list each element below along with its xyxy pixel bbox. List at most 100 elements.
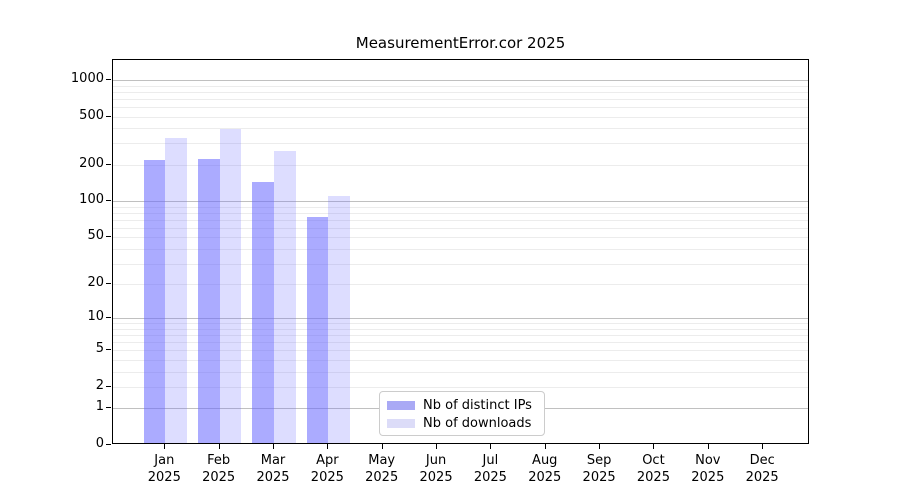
bar-distinct-ips: [197, 159, 220, 443]
x-axis-year-label: 2025: [636, 470, 670, 485]
x-axis-month-label: Sep: [586, 453, 612, 468]
x-axis-tick-label: Mar 2025: [241, 452, 305, 486]
gridline-minor: [113, 284, 808, 286]
x-axis-month-label: Jul: [482, 453, 499, 468]
x-axis-year-label: 2025: [582, 470, 616, 485]
gridline-major: [113, 79, 808, 81]
x-axis-tick-label: Feb 2025: [187, 452, 251, 486]
gridline-minor: [113, 386, 808, 388]
x-axis-tick-mark: [327, 444, 329, 449]
y-axis-tick-label: 10: [87, 309, 104, 325]
x-axis-year-label: 2025: [310, 470, 344, 485]
x-axis-tick-mark: [381, 444, 383, 449]
gridline-minor: [113, 106, 808, 108]
x-axis-year-label: 2025: [528, 470, 562, 485]
gridline-minor: [113, 359, 808, 361]
chart-title: MeasurementError.cor 2025: [355, 34, 566, 52]
y-axis-tick-mark: [106, 163, 111, 165]
x-axis-tick-mark: [164, 444, 166, 449]
y-axis-tick-mark: [106, 407, 111, 409]
x-axis-year-label: 2025: [365, 470, 399, 485]
y-axis-tick-label: 2: [95, 377, 104, 393]
y-axis-tick-mark: [106, 78, 111, 80]
y-axis-tick-label: 0: [95, 436, 104, 451]
x-axis-tick-label: May 2025: [350, 452, 414, 486]
x-axis-year-label: 2025: [419, 470, 453, 485]
x-axis-tick-label: Jun 2025: [404, 452, 468, 486]
x-axis-month-label: Jan: [154, 453, 175, 468]
x-axis-month-label: Jun: [425, 453, 447, 468]
bar-downloads: [274, 150, 296, 443]
y-axis-tick-mark: [106, 444, 111, 445]
y-axis-tick-label: 1: [95, 399, 104, 415]
y-axis-tick-label: 500: [79, 107, 104, 123]
bar-downloads: [328, 195, 351, 443]
legend-item-downloads: Nb of downloads: [387, 414, 537, 432]
x-axis-month-label: Aug: [532, 453, 558, 468]
x-axis-year-label: 2025: [691, 470, 725, 485]
bar-distinct-ips: [252, 182, 274, 443]
x-axis-year-label: 2025: [202, 470, 236, 485]
x-axis-year-label: 2025: [256, 470, 290, 485]
gridline-major: [113, 318, 808, 320]
legend-label-downloads: Nb of downloads: [423, 415, 532, 431]
bar-downloads: [165, 137, 187, 443]
bar-distinct-ips: [306, 217, 329, 443]
x-axis-tick-mark: [544, 444, 546, 449]
legend-swatch-downloads: [387, 418, 415, 428]
x-axis-month-label: Apr: [316, 453, 339, 468]
x-axis-month-label: Oct: [642, 453, 665, 468]
gridline-minor: [113, 328, 808, 330]
x-axis-month-label: Dec: [749, 453, 775, 468]
x-axis-tick-mark: [599, 444, 601, 449]
x-axis-tick-label: Aug 2025: [513, 452, 577, 486]
plot-area: [112, 59, 809, 444]
gridline-minor: [113, 85, 808, 87]
x-axis-tick-mark: [653, 444, 655, 449]
gridline-minor: [113, 248, 808, 250]
x-axis-year-label: 2025: [473, 470, 507, 485]
legend-item-distinct-ips: Nb of distinct IPs: [387, 396, 537, 414]
x-axis-tick-label: Jul 2025: [458, 452, 522, 486]
gridline-minor: [113, 371, 808, 373]
gridline-minor: [113, 164, 808, 166]
y-axis-tick-mark: [106, 385, 111, 387]
x-axis-year-label: 2025: [745, 470, 779, 485]
y-axis-tick-label: 50: [87, 228, 104, 244]
y-axis-tick-mark: [106, 317, 111, 319]
x-axis-tick-label: Jan 2025: [132, 452, 196, 486]
x-axis-month-label: Feb: [207, 453, 231, 468]
y-axis-tick-label: 1000: [70, 70, 104, 86]
x-axis-tick-label: Dec 2025: [730, 452, 794, 486]
x-axis-tick-label: Sep 2025: [567, 452, 631, 486]
gridline-minor: [113, 206, 808, 208]
gridline-minor: [113, 143, 808, 145]
gridline-minor: [113, 116, 808, 118]
y-axis-tick-mark: [106, 349, 111, 351]
bar-distinct-ips: [143, 159, 166, 443]
x-axis-month-label: Nov: [695, 453, 721, 468]
gridline-minor: [113, 342, 808, 344]
x-axis-tick-mark: [490, 444, 492, 449]
x-axis-year-label: 2025: [147, 470, 181, 485]
gridline-minor: [113, 335, 808, 337]
y-axis-tick-mark: [106, 200, 111, 202]
y-axis-tick-mark: [106, 283, 111, 285]
x-axis-tick-mark: [762, 444, 764, 449]
x-axis-tick-label: Apr 2025: [295, 452, 359, 486]
y-axis-tick-label: 200: [79, 155, 104, 171]
gridline-minor: [113, 91, 808, 93]
y-axis-tick-label: 5: [95, 341, 104, 357]
gridline-minor: [113, 219, 808, 221]
x-axis-tick-label: Oct 2025: [621, 452, 685, 486]
x-axis-month-label: Mar: [260, 453, 286, 468]
gridline-major: [113, 201, 808, 203]
gridline-minor: [113, 128, 808, 130]
x-axis-month-label: May: [368, 453, 396, 468]
x-axis-tick-mark: [273, 444, 274, 449]
gridline-minor: [113, 263, 808, 265]
x-axis-tick-mark: [436, 444, 438, 449]
y-axis-tick-mark: [106, 115, 111, 117]
bar-downloads: [219, 129, 242, 443]
